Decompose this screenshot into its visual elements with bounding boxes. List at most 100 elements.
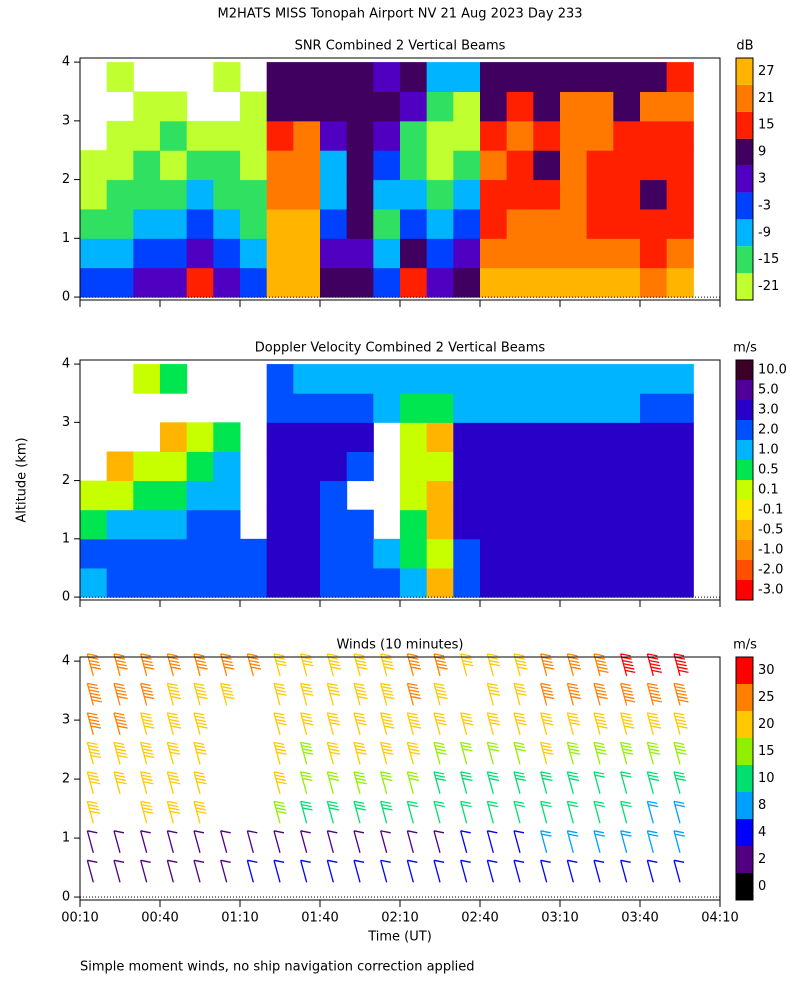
heat-cell xyxy=(106,509,134,540)
heat-cell xyxy=(106,451,134,482)
heat-cell xyxy=(320,509,348,540)
colorbar-swatch xyxy=(736,111,753,139)
barb-path xyxy=(673,712,688,736)
heat-cell xyxy=(320,422,348,452)
wind-barb xyxy=(486,653,501,677)
wind-barb xyxy=(433,859,445,883)
wind-barb xyxy=(460,653,474,677)
heat-cell xyxy=(640,179,668,210)
barb-path xyxy=(166,712,182,736)
barb-path xyxy=(540,682,555,706)
wind-barb xyxy=(433,771,446,795)
barb-path xyxy=(166,682,182,706)
colorbar-label: 20 xyxy=(758,717,775,732)
heat-cell xyxy=(80,480,108,511)
wind-barb xyxy=(513,682,527,706)
barb-path xyxy=(593,712,608,736)
heat-cell xyxy=(613,91,641,122)
wind-barb xyxy=(433,741,447,765)
heat-cell xyxy=(320,451,348,482)
wind-barb xyxy=(513,771,526,795)
colorbar-swatch xyxy=(736,360,753,380)
heat-cell xyxy=(533,267,561,298)
y-axis-label: Altitude (km) xyxy=(15,437,30,522)
heat-cell xyxy=(373,267,401,298)
barb-path xyxy=(540,800,552,824)
colorbar-label: 15 xyxy=(758,118,775,133)
wind-barb xyxy=(353,712,367,736)
wind-barb xyxy=(380,682,395,706)
heat-cell xyxy=(266,422,294,452)
heat-cell xyxy=(293,567,321,598)
barb-path xyxy=(593,830,606,853)
barb-path xyxy=(300,771,313,795)
heat-cell xyxy=(293,238,321,269)
heat-cell xyxy=(160,422,188,452)
wind-barb xyxy=(326,859,338,883)
barb-path xyxy=(646,859,658,883)
barb-path xyxy=(193,653,208,677)
colorbar-label: -9 xyxy=(758,225,771,240)
barb-path xyxy=(380,830,391,853)
heat-cell xyxy=(560,538,588,569)
colorbar-frame xyxy=(735,359,754,601)
wind-barb xyxy=(140,771,154,795)
heat-cell xyxy=(640,422,668,452)
heat-cell xyxy=(400,422,428,452)
wind-barb xyxy=(193,682,208,706)
heat-cell xyxy=(666,179,694,210)
heat-cell xyxy=(133,238,161,269)
colorbar-swatch xyxy=(736,58,753,85)
heat-cell xyxy=(613,393,641,423)
heat-cell xyxy=(506,364,534,394)
heat-cell xyxy=(106,120,134,151)
colorbar-label: -15 xyxy=(758,252,779,267)
heat-cell xyxy=(586,208,614,239)
wind-barb xyxy=(113,712,128,736)
panel-title: Winds (10 minutes) xyxy=(336,638,463,653)
barb-path xyxy=(566,653,582,677)
wind-barb xyxy=(540,800,552,824)
x-tick-label: 01:40 xyxy=(301,911,338,926)
heat-cell xyxy=(480,91,508,122)
heat-cell xyxy=(533,238,561,269)
wind-barb xyxy=(380,653,395,677)
wind-barb xyxy=(246,653,262,677)
y-tick-label: 2 xyxy=(62,172,70,187)
barb-path xyxy=(273,830,285,853)
barb-path xyxy=(193,741,207,765)
heat-cell xyxy=(160,567,188,598)
barb-path xyxy=(673,830,686,853)
heat-cell xyxy=(533,567,561,598)
barb-path xyxy=(486,712,501,736)
colorbar-unit: dB xyxy=(736,39,753,54)
footnote: Simple moment winds, no ship navigation … xyxy=(80,960,475,975)
heat-cell xyxy=(346,150,374,181)
heat-cell xyxy=(400,509,428,540)
heat-cell xyxy=(266,567,294,598)
colorbar-label: 27 xyxy=(758,64,775,79)
wind-barb xyxy=(620,800,632,824)
wind-barb xyxy=(513,859,525,883)
heat-cell xyxy=(373,567,401,598)
heat-cell xyxy=(426,150,454,181)
heat-cell xyxy=(613,179,641,210)
x-tick-label: 04:10 xyxy=(701,911,738,926)
heat-cell xyxy=(506,480,534,511)
heat-cell xyxy=(373,179,401,210)
wind-barb xyxy=(273,830,285,853)
barb-path xyxy=(673,859,685,883)
colorbar-swatch xyxy=(736,711,753,738)
colorbar-swatch xyxy=(736,560,753,580)
heat-cell xyxy=(506,62,534,92)
heat-cell xyxy=(346,238,374,269)
barb-path xyxy=(673,800,686,824)
heat-cell xyxy=(480,150,508,181)
barb-path xyxy=(646,741,661,765)
heat-cell xyxy=(453,120,481,151)
wind-barb xyxy=(220,859,231,883)
heat-cell xyxy=(80,509,108,540)
colorbar-label: -0.1 xyxy=(758,503,783,518)
wind-barb xyxy=(273,653,287,677)
